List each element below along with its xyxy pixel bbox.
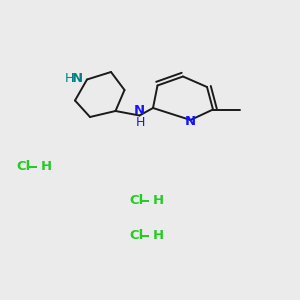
Text: H: H [40, 160, 52, 173]
Text: H: H [135, 116, 145, 130]
Text: Cl: Cl [129, 229, 143, 242]
Text: N: N [185, 115, 196, 128]
Text: N: N [134, 104, 145, 118]
Text: H: H [153, 194, 164, 208]
Text: H: H [153, 229, 164, 242]
Text: Cl: Cl [16, 160, 31, 173]
Text: Cl: Cl [129, 194, 143, 208]
Text: H: H [64, 72, 74, 86]
Text: N: N [72, 72, 83, 86]
